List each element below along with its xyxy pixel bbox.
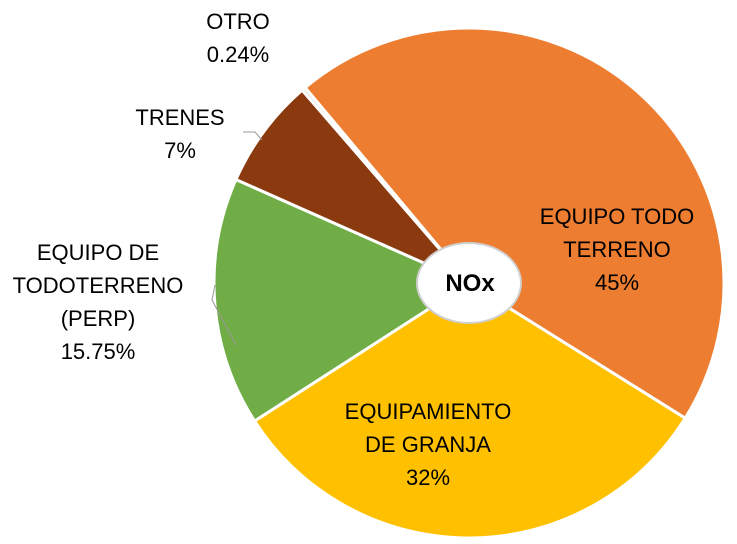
slice-label: TRENES 7% [100, 101, 260, 167]
category-label: TRENES [135, 105, 225, 130]
slice-label: EQUIPAMIENTO DE GRANJA 32% [343, 395, 513, 494]
pie-slice [212, 177, 473, 424]
category-label: EQUIPO DE TODOTERRENO (PERP) [12, 240, 184, 331]
center-hole [416, 242, 522, 324]
value-label: 7% [164, 138, 196, 163]
pie-slice [233, 88, 471, 285]
slice-label: EQUIPO DE TODOTERRENO (PERP) 15.75% [0, 236, 208, 368]
slice-label: OTRO 0.24% [178, 5, 298, 71]
slice-label: EQUIPO TODO TERRENO 45% [517, 200, 717, 299]
value-label: 45% [594, 270, 640, 295]
leader-line [243, 131, 263, 141]
value-label: 32% [405, 465, 451, 490]
center-label: NOx [445, 270, 495, 297]
value-label: 0.24% [206, 42, 270, 67]
value-label: 15.75% [60, 339, 136, 364]
pie-slice [302, 26, 726, 421]
pie-slice [300, 85, 471, 284]
category-label: OTRO [206, 9, 270, 34]
pie-slice [252, 281, 688, 540]
leader-line [211, 284, 237, 346]
category-label: EQUIPAMIENTO DE GRANJA [344, 399, 512, 457]
category-label: EQUIPO TODO TERRENO [539, 204, 695, 262]
